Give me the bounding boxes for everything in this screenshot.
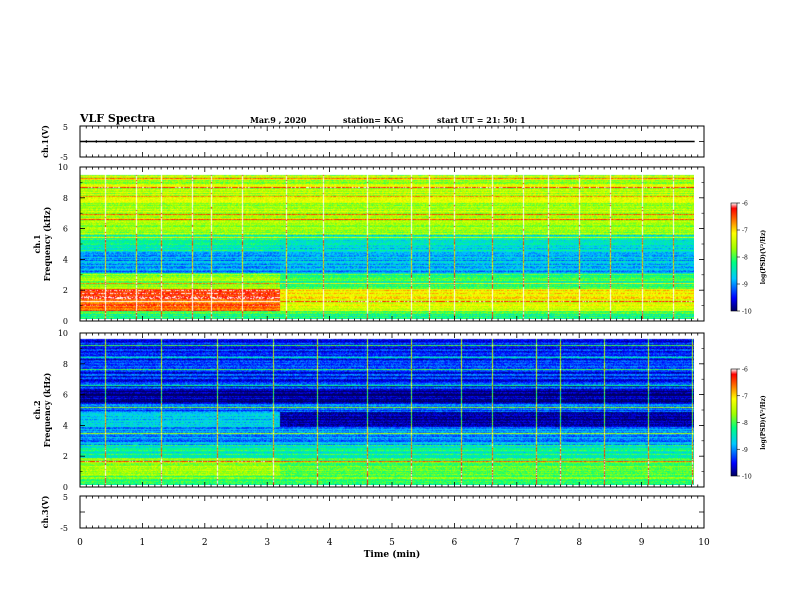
- ch1-spectrogram: [80, 167, 694, 319]
- start-time-label: start UT = 21: 50: 1: [437, 115, 526, 125]
- x-tick-label: 3: [264, 538, 270, 548]
- colorbar-tick-label: -9: [742, 447, 748, 454]
- ch2-spectrogram: [80, 333, 694, 485]
- x-tick-label: 1: [140, 538, 146, 548]
- x-tick-label: 6: [452, 538, 458, 548]
- y-tick-label: -5: [60, 524, 68, 533]
- x-tick-label: 9: [639, 538, 645, 548]
- y-tick-label: 0: [63, 483, 68, 492]
- y-axis-label: ch.2: [32, 400, 42, 419]
- y-tick-label: 8: [63, 194, 68, 203]
- y-tick-label: 6: [63, 391, 68, 400]
- colorbar-tick-label: -6: [742, 201, 748, 208]
- date-label: Mar.9 , 2020: [250, 115, 307, 125]
- y-tick-label: 10: [58, 329, 68, 338]
- panel-frame: [79, 332, 705, 488]
- colorbar: [730, 368, 738, 477]
- y-axis-label: ch.3(V): [40, 495, 50, 528]
- y-axis-label: Frequency (kHz): [42, 206, 52, 281]
- y-tick-label: 5: [63, 123, 68, 132]
- y-tick-label: 5: [63, 493, 68, 502]
- colorbar-label: log(PSD)(V²/Hz): [760, 230, 767, 285]
- y-tick-label: 2: [63, 452, 68, 461]
- station-label: station= KAG: [343, 115, 404, 125]
- x-tick-label: 7: [514, 538, 520, 548]
- x-tick-label: 2: [202, 538, 208, 548]
- y-tick-label: 6: [63, 225, 68, 234]
- y-tick-label: 2: [63, 286, 68, 295]
- x-tick-label: 4: [327, 538, 333, 548]
- x-tick-label: 0: [77, 538, 83, 548]
- y-tick-label: 4: [63, 255, 68, 264]
- x-tick-label: 8: [576, 538, 582, 548]
- y-axis-label: ch.1(V): [40, 125, 50, 158]
- colorbar-tick-label: -7: [742, 228, 748, 235]
- colorbar-tick-label: -10: [742, 474, 752, 481]
- y-axis-label: ch.1: [32, 234, 42, 253]
- colorbar-tick-label: -10: [742, 309, 752, 316]
- y-tick-label: -5: [60, 153, 68, 162]
- y-tick-label: 8: [63, 360, 68, 369]
- colorbar-tick-label: -8: [742, 420, 748, 427]
- colorbar: [730, 202, 738, 312]
- y-axis-label: Frequency (kHz): [42, 372, 52, 447]
- colorbar-label: log(PSD)(V²/Hz): [760, 395, 767, 450]
- y-tick-label: 4: [63, 421, 68, 430]
- colorbar-tick-label: -8: [742, 255, 748, 262]
- panel-frame: [79, 166, 705, 322]
- x-tick-label: 10: [698, 538, 710, 548]
- colorbar-tick-label: -9: [742, 282, 748, 289]
- y-tick-label: 0: [63, 317, 68, 326]
- colorbar-tick-label: -7: [742, 393, 748, 400]
- y-tick-label: 10: [58, 163, 68, 172]
- colorbar-tick-label: -6: [742, 367, 748, 374]
- x-axis-label: Time (min): [364, 549, 421, 560]
- figure-title: VLF Spectra: [80, 112, 156, 125]
- x-tick-label: 5: [389, 538, 395, 548]
